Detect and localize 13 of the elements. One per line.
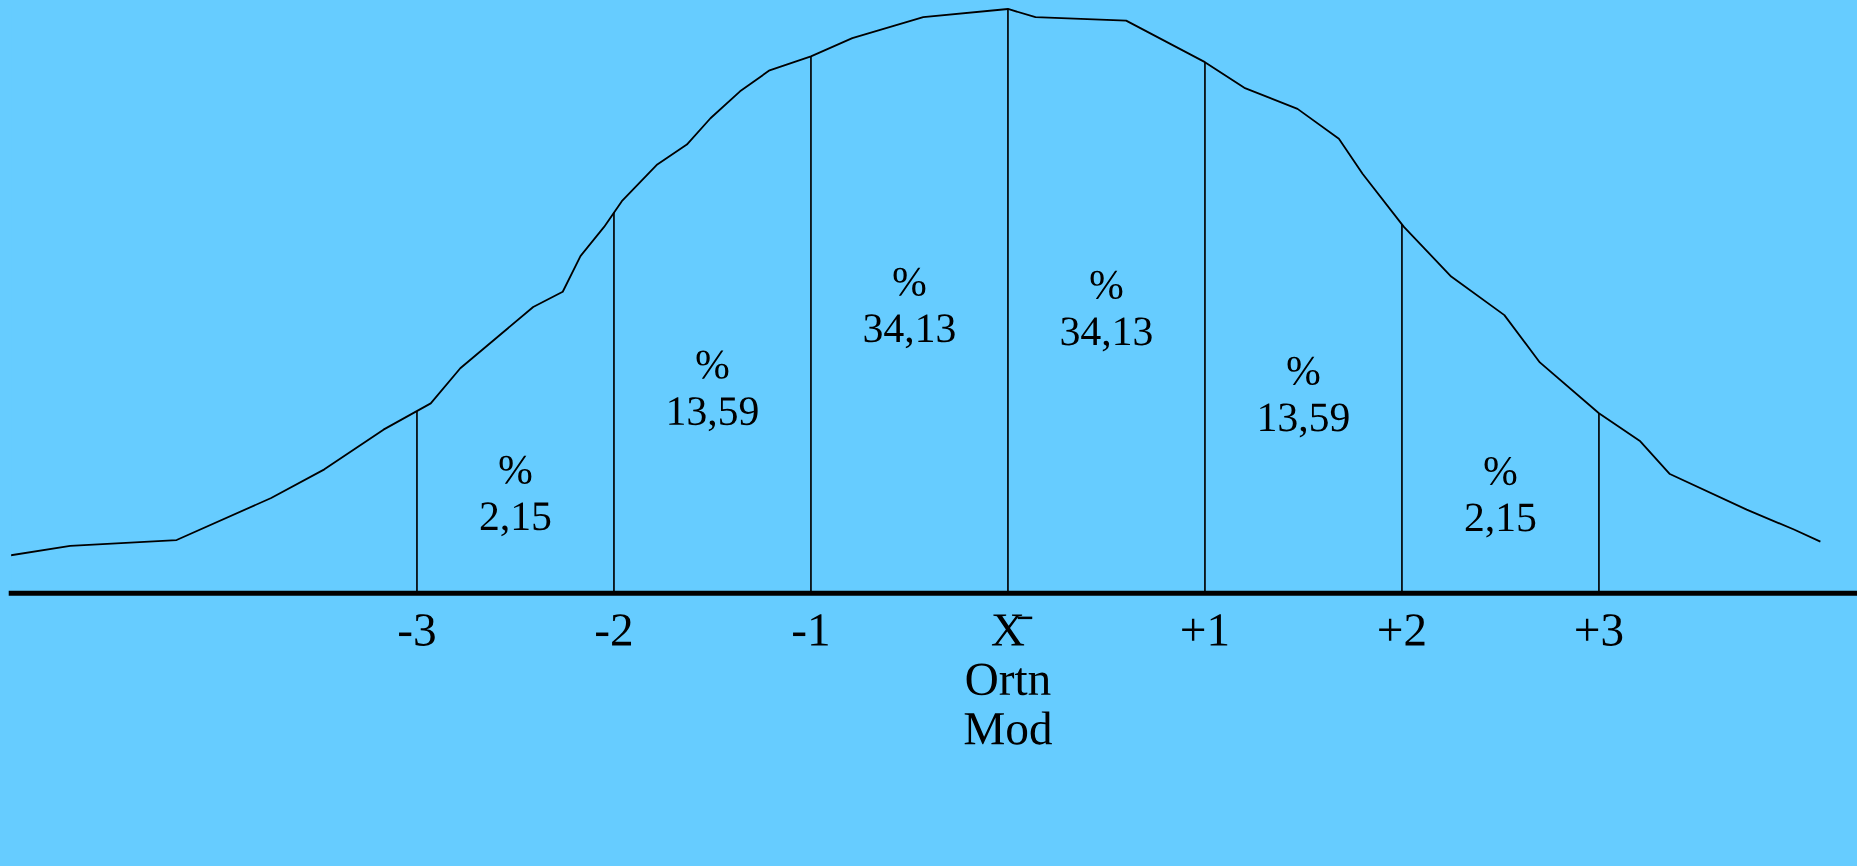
x-tick-label: +1 bbox=[1182, 614, 1228, 646]
annotation: % 2,15 bbox=[480, 455, 551, 537]
x-tick-label: +2 bbox=[1379, 614, 1425, 646]
annotation: % 13,59 bbox=[669, 350, 758, 432]
annotation: % 2,15 bbox=[1465, 456, 1536, 538]
x-tick-label: +3 bbox=[1576, 614, 1623, 646]
x-tick-label: -1 bbox=[793, 614, 828, 646]
x-tick-label: X̄ Ortn Mod bbox=[964, 614, 1052, 745]
annotation: % 34,13 bbox=[864, 267, 955, 349]
x-tick-label: -3 bbox=[399, 614, 435, 646]
x-tick-label: -2 bbox=[596, 614, 632, 646]
annotation: % 34,13 bbox=[1061, 270, 1152, 352]
annotation: % 13,59 bbox=[1260, 356, 1349, 438]
